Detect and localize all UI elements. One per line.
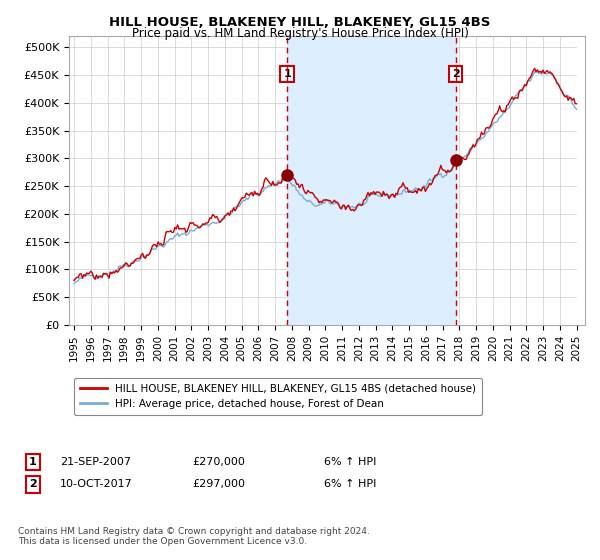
- Text: 2: 2: [452, 69, 460, 79]
- Text: Contains HM Land Registry data © Crown copyright and database right 2024.
This d: Contains HM Land Registry data © Crown c…: [18, 526, 370, 546]
- Text: £297,000: £297,000: [192, 479, 245, 489]
- Text: 1: 1: [29, 457, 37, 467]
- Legend: HILL HOUSE, BLAKENEY HILL, BLAKENEY, GL15 4BS (detached house), HPI: Average pri: HILL HOUSE, BLAKENEY HILL, BLAKENEY, GL1…: [74, 377, 482, 416]
- Bar: [287, 36, 455, 325]
- Text: 6% ↑ HPI: 6% ↑ HPI: [324, 479, 376, 489]
- Text: 6% ↑ HPI: 6% ↑ HPI: [324, 457, 376, 467]
- Text: 10-OCT-2017: 10-OCT-2017: [60, 479, 133, 489]
- Text: 1: 1: [283, 69, 291, 79]
- Text: 21-SEP-2007: 21-SEP-2007: [60, 457, 131, 467]
- Bar: [577, 36, 585, 325]
- Text: HILL HOUSE, BLAKENEY HILL, BLAKENEY, GL15 4BS: HILL HOUSE, BLAKENEY HILL, BLAKENEY, GL1…: [109, 16, 491, 29]
- Text: 2: 2: [29, 479, 37, 489]
- Text: £270,000: £270,000: [192, 457, 245, 467]
- Text: Price paid vs. HM Land Registry's House Price Index (HPI): Price paid vs. HM Land Registry's House …: [131, 27, 469, 40]
